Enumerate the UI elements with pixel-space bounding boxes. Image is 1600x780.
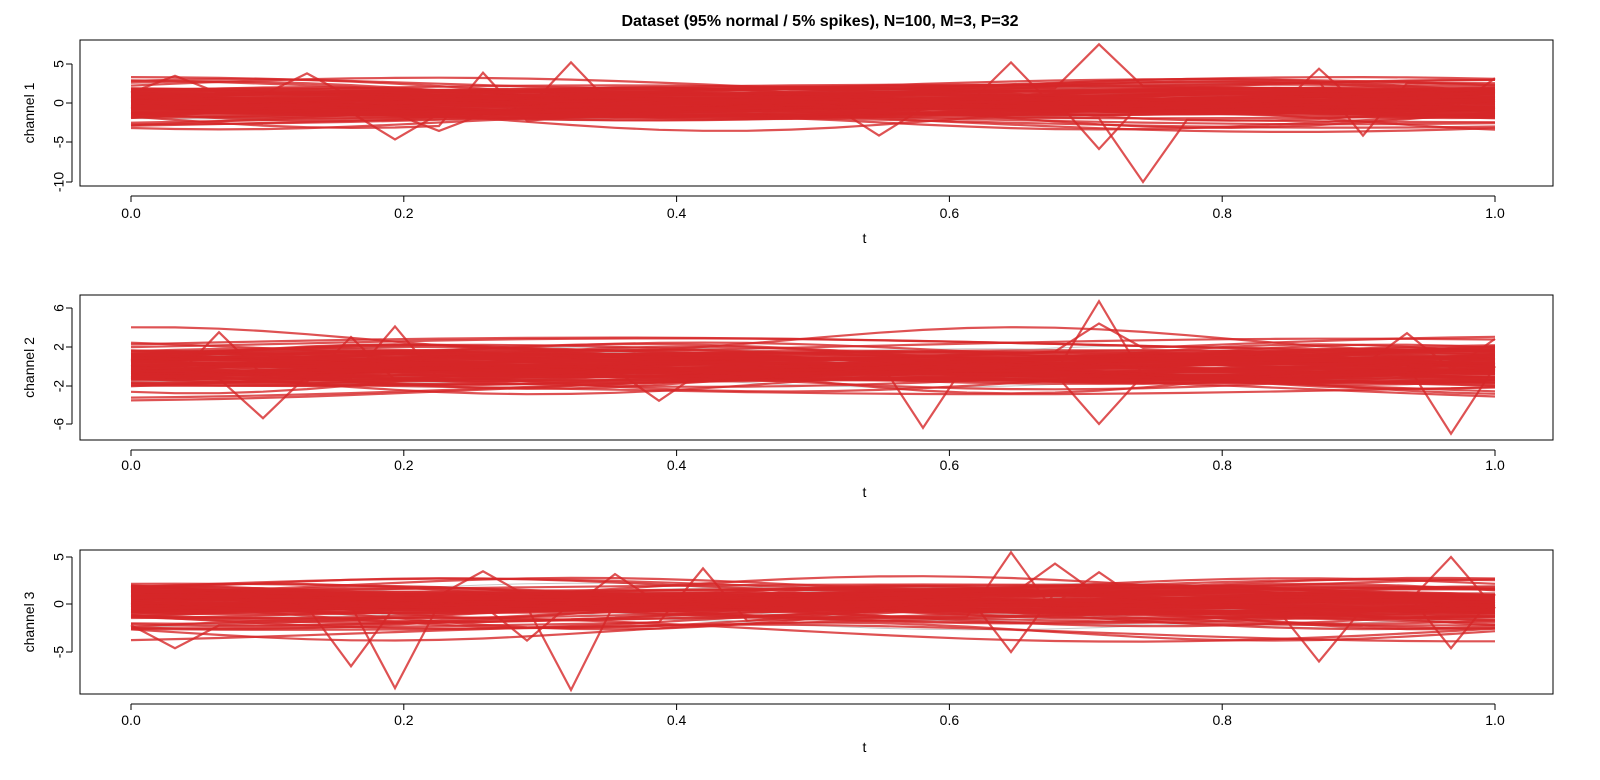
y-tick-label: 5 [51, 60, 67, 68]
series-curve [130, 353, 1496, 366]
y-tick-label: -10 [51, 172, 67, 192]
x-tick-label: 0.2 [394, 205, 414, 221]
y-tick-label: 0 [51, 600, 67, 608]
curves-1 [130, 42, 1496, 184]
x-tick-label: 1.0 [1485, 205, 1505, 221]
x-tick-label: 1.0 [1485, 457, 1505, 473]
y-tick-label: -5 [51, 646, 67, 659]
x-axis: 0.0 0.2 0.4 0.6 0.8 1.0 [121, 195, 1505, 221]
y-axis: 5 0 -5 [51, 553, 73, 659]
series-curve [130, 578, 1496, 604]
y-tick-label: 2 [51, 343, 67, 351]
series-curve [130, 105, 1496, 116]
y-tick-label: -2 [51, 380, 67, 393]
x-tick-label: 0.4 [667, 205, 687, 221]
panel-1: 5 0 -5 -10 0.0 0.2 0.4 0.6 0.8 1.0 t channel 1 [21, 39, 1554, 246]
series-curve [130, 616, 1496, 643]
curves-2 [130, 299, 1496, 436]
x-axis-label: t [863, 739, 867, 755]
series-curve [130, 600, 1496, 612]
x-tick-label: 1.0 [1485, 712, 1505, 728]
series-curve [130, 86, 1496, 109]
plot-frame [79, 549, 1554, 695]
series-curve [130, 356, 1496, 374]
x-axis: 0.0 0.2 0.4 0.6 0.8 1.0 [121, 703, 1505, 728]
x-tick-label: 0.6 [940, 205, 960, 221]
y-tick-label: 0 [51, 99, 67, 107]
x-tick-label: 0.6 [940, 457, 960, 473]
series-curve [131, 576, 1496, 592]
series-curve [130, 99, 1496, 110]
series-curve [130, 87, 1496, 107]
series-curve [130, 81, 1496, 98]
panels: 5 0 -5 -10 0.0 0.2 0.4 0.6 0.8 1.0 t channel 1 6 2 -2 -… [21, 39, 1554, 755]
series-curve [130, 114, 1496, 131]
series-curve [130, 357, 1496, 367]
panel-2: 6 2 -2 -6 0.0 0.2 0.4 0.6 0.8 1.0 t channel 2 [21, 294, 1554, 500]
x-axis-label: t [863, 230, 867, 246]
x-axis-label: t [863, 484, 867, 500]
plot-frame [79, 294, 1554, 441]
series-curve [130, 621, 1496, 642]
x-tick-label: 0.8 [1212, 457, 1232, 473]
y-axis: 5 0 -5 -10 [51, 60, 73, 192]
x-tick-label: 0.0 [121, 712, 141, 728]
y-axis-label: channel 1 [21, 82, 37, 143]
series-curve [130, 594, 1495, 623]
series-curve [130, 577, 1496, 593]
chart-title: Dataset (95% normal / 5% spikes), N=100,… [621, 13, 1018, 30]
curves-3 [130, 550, 1496, 693]
y-tick-label: -6 [51, 418, 67, 431]
series-curve [130, 593, 1496, 619]
y-tick-label: -5 [51, 136, 67, 149]
series-curve [130, 356, 1496, 381]
x-tick-label: 0.4 [667, 712, 687, 728]
x-tick-label: 0.0 [121, 205, 141, 221]
y-axis: 6 2 -2 -6 [51, 304, 73, 431]
series-curve [130, 343, 1496, 359]
series-curve [130, 88, 1496, 112]
y-axis-label: channel 2 [21, 337, 37, 398]
panel-3: 5 0 -5 0.0 0.2 0.4 0.6 0.8 1.0 t channel 3 [21, 549, 1554, 755]
plot-frame [79, 39, 1554, 187]
y-tick-label: 6 [51, 304, 67, 312]
x-tick-label: 0.8 [1212, 205, 1232, 221]
series-curve [130, 342, 1496, 371]
series-curve [130, 597, 1496, 612]
x-tick-label: 0.4 [667, 457, 687, 473]
series-curve [130, 366, 1496, 390]
x-tick-label: 0.6 [940, 712, 960, 728]
x-tick-label: 0.8 [1212, 712, 1232, 728]
x-tick-label: 0.0 [121, 457, 141, 473]
series-curve [130, 92, 1496, 110]
y-axis-label: channel 3 [21, 591, 37, 652]
x-tick-label: 0.2 [394, 457, 414, 473]
series-curve [130, 326, 1496, 353]
x-tick-label: 0.2 [394, 712, 414, 728]
series-curve [130, 351, 1496, 373]
y-tick-label: 5 [51, 553, 67, 561]
x-axis: 0.0 0.2 0.4 0.6 0.8 1.0 [121, 449, 1505, 473]
